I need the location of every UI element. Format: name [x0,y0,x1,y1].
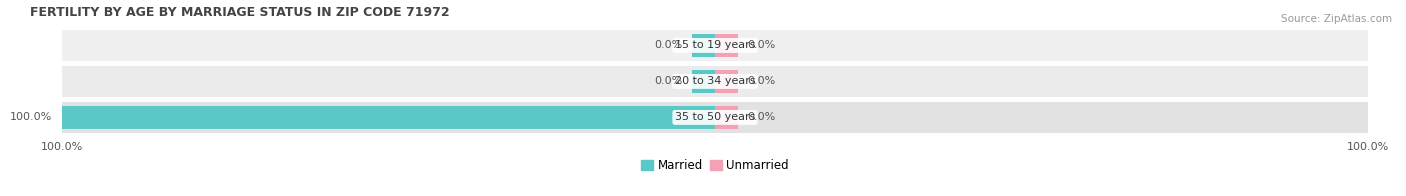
Text: 15 to 19 years: 15 to 19 years [675,40,755,51]
Bar [62,106,716,129]
Bar [62,66,1368,97]
Bar [692,70,716,93]
Legend: Married, Unmarried: Married, Unmarried [637,154,794,177]
Text: 0.0%: 0.0% [654,40,682,51]
Text: 20 to 34 years: 20 to 34 years [675,76,755,86]
Text: 35 to 50 years: 35 to 50 years [675,113,755,122]
Text: 0.0%: 0.0% [748,113,776,122]
Bar [692,34,716,57]
Text: 0.0%: 0.0% [654,76,682,86]
Text: Source: ZipAtlas.com: Source: ZipAtlas.com [1281,14,1392,24]
Bar [62,30,1368,61]
Bar [716,70,738,93]
Bar [716,106,738,129]
Text: 0.0%: 0.0% [748,76,776,86]
Text: 0.0%: 0.0% [748,40,776,51]
Text: 100.0%: 100.0% [10,113,52,122]
Bar [62,102,1368,133]
Bar [716,34,738,57]
Text: FERTILITY BY AGE BY MARRIAGE STATUS IN ZIP CODE 71972: FERTILITY BY AGE BY MARRIAGE STATUS IN Z… [30,5,450,19]
